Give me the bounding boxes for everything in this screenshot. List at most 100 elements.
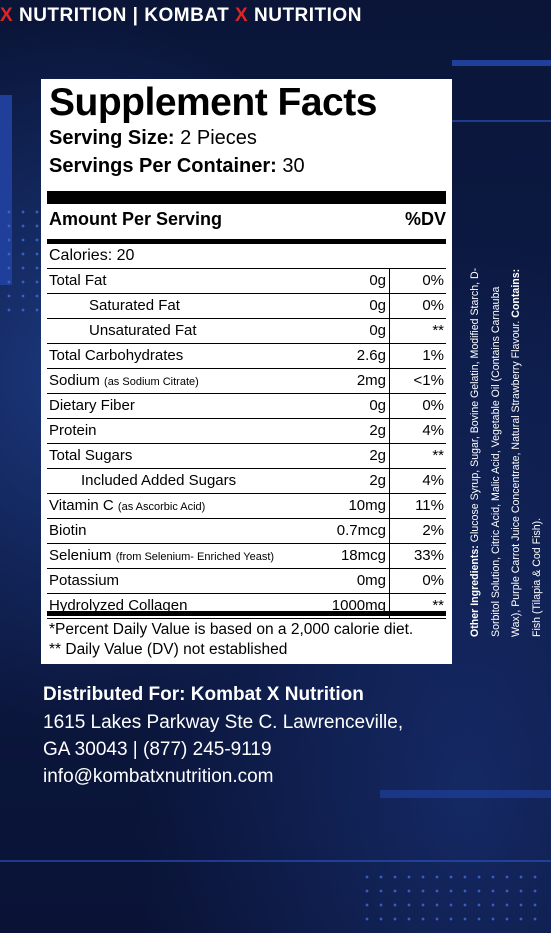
nutrient-row: Unsaturated Fat 0g ** <box>47 319 446 344</box>
decorative-line <box>452 120 551 122</box>
brand-x-mark: X <box>235 5 249 26</box>
other-ingredients-block: Other Ingredients: Glucose Syrup, Sugar,… <box>465 262 545 637</box>
column-divider <box>389 494 390 518</box>
brand-x-mark: X <box>0 5 14 26</box>
nutrient-label: Total Fat <box>49 272 107 289</box>
nutrient-label: Total Carbohydrates <box>49 347 183 364</box>
nutrient-amount: 2g <box>369 447 386 464</box>
nutrient-amount: 18mcg <box>340 547 386 564</box>
nutrient-name: Total Fat <box>49 272 107 289</box>
nutrient-label: Sodium (as Sodium Citrate) <box>49 372 199 389</box>
nutrient-label: Total Sugars <box>49 447 132 464</box>
column-divider <box>389 294 390 318</box>
nutrient-amount: 2.6g <box>356 347 386 364</box>
nutrient-label: Potassium <box>49 572 119 589</box>
column-divider <box>389 544 390 568</box>
nutrient-table: Total Fat 0g 0% Saturated Fat 0g 0% Unsaturate… <box>47 269 446 619</box>
amount-per-serving-header: Amount Per Serving %DV <box>49 209 446 230</box>
nutrient-name: Included Added Sugars <box>81 472 237 489</box>
column-divider <box>389 419 390 443</box>
calories: Calories: 20 <box>49 247 135 264</box>
nutrient-label: Biotin <box>49 522 87 539</box>
footnote-percent-dv: *Percent Daily Value is based on a 2,000… <box>49 621 414 638</box>
nutrient-source-note: (as Ascorbic Acid) <box>117 501 206 513</box>
nutrient-row: Selenium (from Selenium- Enriched Yeast)… <box>47 544 446 569</box>
nutrient-dv: 0% <box>422 297 444 314</box>
serving-size-value: 2 Pieces <box>180 127 257 149</box>
column-divider <box>389 594 390 618</box>
nutrient-name: Dietary Fiber <box>49 397 135 414</box>
nutrient-amount: 0g <box>369 322 386 339</box>
brand-banner: X NUTRITION | KOMBAT X NUTRITION <box>0 0 551 32</box>
nutrient-dv: 1% <box>422 347 444 364</box>
serving-size-label: Serving Size: <box>49 127 175 149</box>
nutrient-label: Protein <box>49 422 97 439</box>
nutrient-dv: 11% <box>415 497 444 514</box>
column-divider <box>389 269 390 293</box>
decorative-bar-top <box>452 60 551 66</box>
nutrient-dv: ** <box>432 322 444 339</box>
dot-grid-bottom <box>360 870 540 925</box>
column-divider <box>389 519 390 543</box>
nutrient-dv: <1% <box>413 372 444 389</box>
nutrient-row: Biotin 0.7mcg 2% <box>47 519 446 544</box>
decorative-bar-bottom <box>380 790 551 798</box>
nutrient-dv: 4% <box>422 422 444 439</box>
brand-text: NUTRITION <box>248 5 362 26</box>
nutrient-dv: ** <box>432 447 444 464</box>
nutrient-amount: 0.7mcg <box>336 522 386 539</box>
distributor-info: Distributed For: Kombat X Nutrition 1615… <box>43 684 403 790</box>
nutrient-source-note: (from Selenium- Enriched Yeast) <box>115 551 275 563</box>
nutrient-dv: 4% <box>422 472 444 489</box>
column-divider <box>389 469 390 493</box>
nutrient-amount: 1000mg <box>331 597 386 614</box>
contains-list: Fish (Tilapia & Cod Fish). <box>530 517 543 637</box>
nutrient-amount: 2g <box>369 472 386 489</box>
distributor-email: info@kombatxnutrition.com <box>43 766 274 787</box>
footnote-dv-not-established: ** Daily Value (DV) not established <box>49 641 288 658</box>
nutrient-row: Total Sugars 2g ** <box>47 444 446 469</box>
nutrient-amount: 0g <box>369 272 386 289</box>
nutrient-dv: 2% <box>422 522 444 539</box>
nutrient-amount: 10mg <box>348 497 386 514</box>
nutrient-label: Included Added Sugars <box>81 472 236 489</box>
nutrient-row: Protein 2g 4% <box>47 419 446 444</box>
nutrient-label: Vitamin C (as Ascorbic Acid) <box>49 497 205 514</box>
nutrient-amount: 2g <box>369 422 386 439</box>
nutrient-name: Total Carbohydrates <box>49 347 184 364</box>
distributor-address-line-2: GA 30043 | (877) 245-9119 <box>43 739 272 760</box>
column-divider <box>389 569 390 593</box>
nutrient-name: Selenium <box>49 547 112 564</box>
nutrient-amount: 0mg <box>356 572 386 589</box>
nutrient-row: Vitamin C (as Ascorbic Acid) 10mg 11% <box>47 494 446 519</box>
supplement-facts-panel: Supplement Facts Serving Size: 2 Pieces … <box>41 79 452 664</box>
serving-size: Serving Size: 2 Pieces <box>49 127 257 150</box>
brand-text: NUTRITION | KOMBAT <box>13 5 236 26</box>
servings-per-container-label: Servings Per Container: <box>49 155 277 177</box>
thin-divider <box>47 268 446 269</box>
facts-title: Supplement Facts <box>49 81 377 124</box>
decorative-line-bottom <box>0 860 551 862</box>
nutrient-amount: 2mg <box>356 372 386 389</box>
nutrient-row: Hydrolyzed Collagen 1000mg ** <box>47 594 446 619</box>
nutrient-name: Potassium <box>49 572 120 589</box>
amount-per-serving-label: Amount Per Serving <box>49 209 223 229</box>
distributor-heading: Distributed For: Kombat X Nutrition <box>43 684 364 705</box>
nutrient-row: Potassium 0mg 0% <box>47 569 446 594</box>
nutrient-name: Vitamin C <box>49 497 114 514</box>
nutrient-dv: 0% <box>422 272 444 289</box>
nutrient-name: Unsaturated Fat <box>89 322 197 339</box>
nutrient-name: Sodium <box>49 372 100 389</box>
nutrient-row: Sodium (as Sodium Citrate) 2mg <1% <box>47 369 446 394</box>
nutrient-name: Biotin <box>49 522 87 539</box>
nutrient-dv: ** <box>432 597 444 614</box>
nutrient-label: Saturated Fat <box>89 297 180 314</box>
nutrient-name: Hydrolyzed Collagen <box>49 597 188 614</box>
nutrient-source-note: (as Sodium Citrate) <box>104 376 199 388</box>
dv-header: %DV <box>404 209 446 229</box>
servings-per-container-value: 30 <box>282 155 305 177</box>
other-ingredients-text: Other Ingredients: Glucose Syrup, Sugar,… <box>465 262 545 637</box>
column-divider <box>389 319 390 343</box>
column-divider <box>389 369 390 393</box>
nutrient-row: Included Added Sugars 2g 4% <box>47 469 446 494</box>
